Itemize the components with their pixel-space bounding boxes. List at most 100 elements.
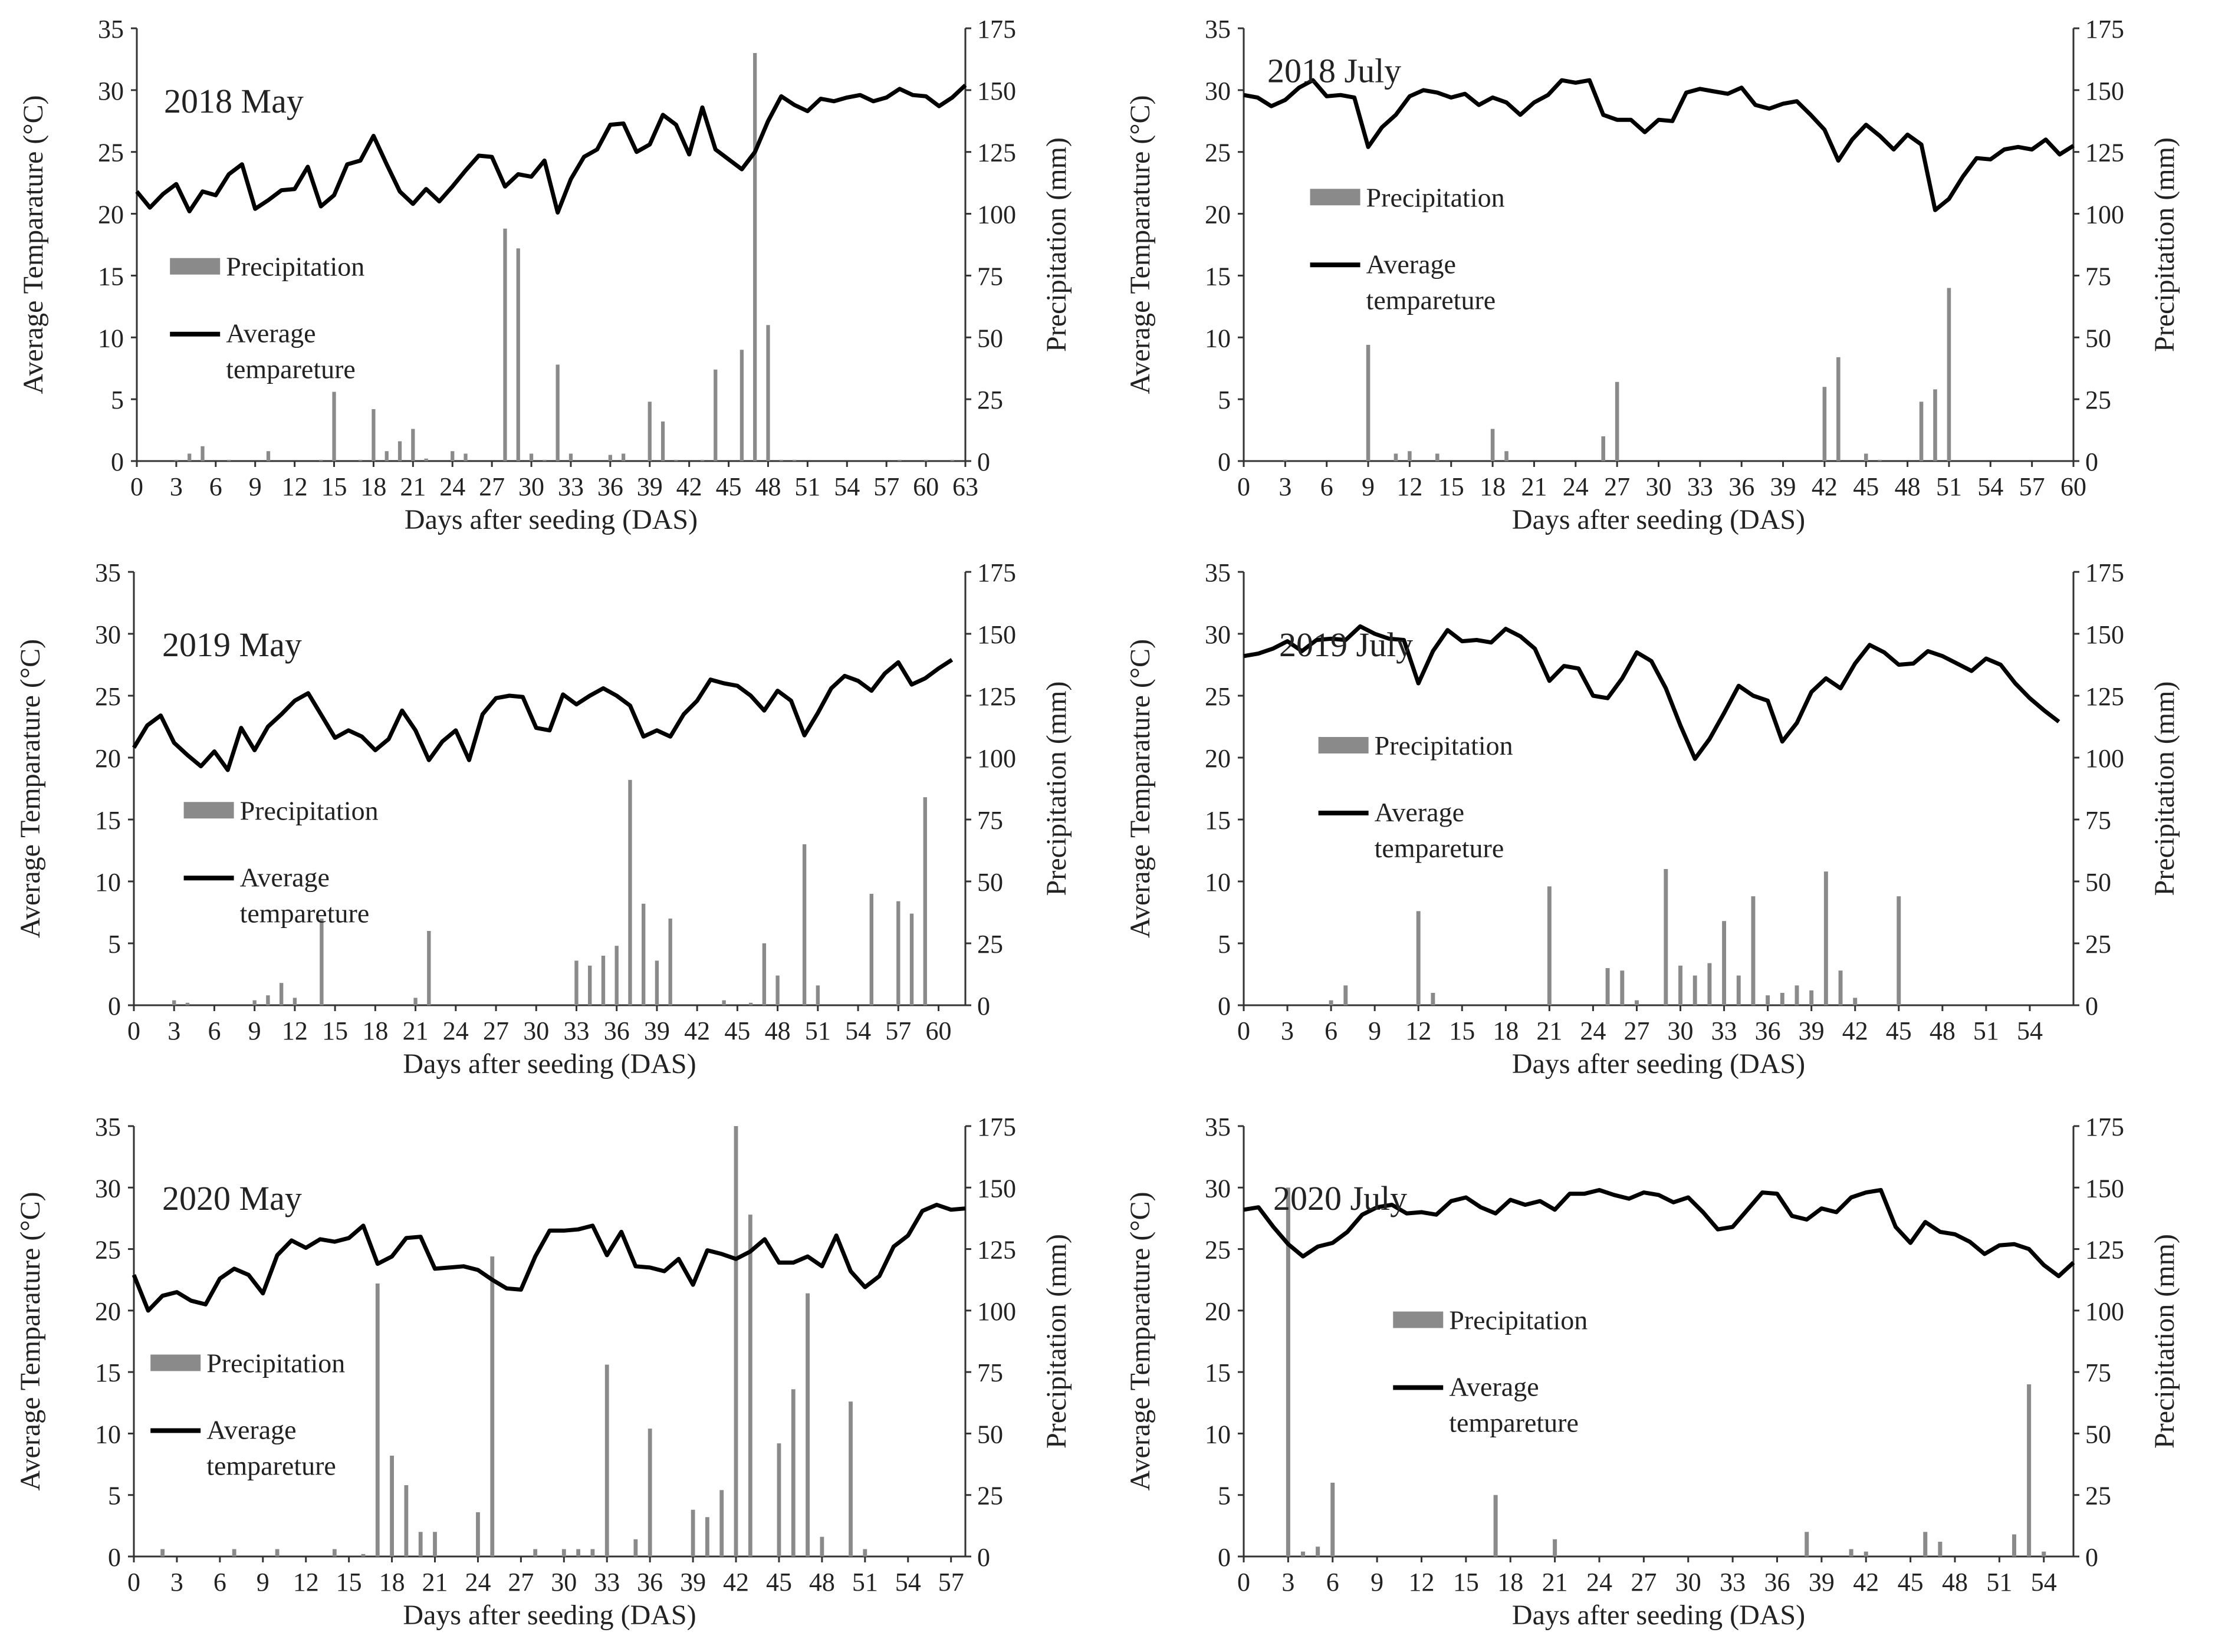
precipitation-bar	[174, 459, 179, 461]
x-tick-label: 57	[873, 472, 899, 501]
x-tick-label: 30	[1675, 1568, 1701, 1597]
x-axis-title: Days after seeding (DAS)	[1512, 1048, 1805, 1080]
precipitation-bar	[1393, 453, 1398, 461]
y-left-tick-label: 20	[1205, 744, 1231, 773]
legend-precipitation-label: Precipitation	[226, 252, 364, 282]
x-tick-label: 0	[1237, 1568, 1250, 1597]
x-tick-label: 21	[400, 472, 426, 501]
precipitation-bar	[332, 1549, 337, 1556]
x-tick-label: 48	[1895, 472, 1921, 501]
y-right-tick-label: 100	[2085, 200, 2124, 229]
x-tick-label: 36	[604, 1016, 630, 1045]
precipitation-bar	[390, 1455, 394, 1556]
y-left-tick-label: 30	[1205, 620, 1231, 649]
precipitation-bar	[1722, 921, 1727, 1005]
panel-title: 2020 May	[162, 1179, 302, 1217]
legend-precipitation-swatch	[183, 802, 234, 819]
x-tick-label: 60	[926, 1016, 952, 1045]
precipitation-bar	[1864, 1551, 1868, 1556]
y-left-tick-label: 15	[1205, 806, 1231, 835]
y-right-tick-label: 175	[977, 558, 1016, 587]
x-tick-label: 30	[523, 1016, 549, 1045]
y-right-tick-label: 125	[977, 682, 1016, 711]
x-axis-title: Days after seeding (DAS)	[403, 1600, 696, 1631]
precipitation-bar	[576, 1549, 581, 1556]
x-tick-label: 51	[1973, 1016, 1999, 1045]
precipitation-bar	[719, 1490, 724, 1556]
x-tick-label: 12	[293, 1568, 319, 1597]
y-right-tick-label: 125	[2085, 682, 2124, 711]
x-tick-label: 24	[439, 472, 465, 501]
x-tick-label: 39	[1770, 472, 1796, 501]
precipitation-bar	[1605, 968, 1610, 1005]
x-tick-label: 9	[257, 1568, 270, 1597]
legend-temperature-label: Average	[226, 318, 315, 348]
y-right-tick-label: 100	[2085, 1297, 2124, 1326]
precipitation-bar	[923, 459, 928, 461]
y-left-tick-label: 5	[1218, 930, 1231, 959]
x-tick-label: 30	[1668, 1016, 1694, 1045]
y-right-tick-label: 100	[2085, 744, 2124, 773]
legend-temperature-label: Average	[1449, 1372, 1539, 1402]
x-tick-label: 21	[1536, 1016, 1562, 1045]
y-left-tick-label: 25	[98, 139, 124, 167]
x-axis-title: Days after seeding (DAS)	[1512, 1600, 1805, 1631]
x-tick-label: 39	[680, 1568, 706, 1597]
legend-precipitation-swatch	[1310, 189, 1360, 206]
y-left-tick-label: 35	[1205, 558, 1231, 587]
precipitation-bar	[413, 998, 418, 1005]
y-left-tick-label: 15	[98, 262, 124, 291]
x-tick-label: 27	[1604, 472, 1630, 501]
y-left-tick-label: 30	[1205, 1174, 1231, 1203]
panel-title: 2018 May	[164, 82, 304, 120]
precipitation-bar	[266, 995, 270, 1005]
x-tick-label: 39	[637, 472, 663, 501]
y-left-tick-label: 15	[1205, 1358, 1231, 1387]
precipitation-bar	[561, 1549, 566, 1556]
precipitation-bar	[476, 1512, 480, 1556]
y-right-axis-title: Precipitation (mm)	[2149, 682, 2180, 896]
precipitation-bar	[762, 943, 767, 1005]
precipitation-bar	[950, 459, 954, 461]
precipitation-bar	[1947, 288, 1951, 461]
precipitation-bar	[898, 459, 902, 461]
x-tick-label: 15	[321, 472, 347, 501]
y-left-axis-title: Average Temparature (°C)	[18, 95, 49, 394]
x-tick-label: 3	[167, 1016, 180, 1045]
y-right-tick-label: 175	[2085, 558, 2124, 587]
precipitation-bar	[543, 459, 547, 461]
precipitation-bar	[201, 446, 205, 461]
precipitation-bar	[1836, 357, 1841, 461]
precipitation-bar	[1329, 1000, 1333, 1005]
legend-precipitation-swatch	[170, 258, 221, 275]
y-right-tick-label: 150	[977, 1174, 1016, 1203]
precipitation-bar	[424, 458, 428, 461]
y-left-tick-label: 10	[1205, 868, 1231, 897]
x-tick-label: 42	[723, 1568, 749, 1597]
precipitation-bar	[590, 1549, 595, 1556]
precipitation-bar	[1780, 993, 1784, 1005]
x-tick-label: 54	[2017, 1016, 2043, 1045]
y-left-tick-label: 35	[98, 15, 124, 44]
precipitation-bar	[533, 1549, 538, 1556]
precipitation-bar	[1766, 995, 1770, 1005]
y-left-tick-label: 20	[1205, 200, 1231, 229]
legend-temperature-label: tempareture	[240, 898, 370, 928]
precipitation-bar	[2042, 1551, 2046, 1556]
x-tick-label: 0	[1237, 472, 1250, 501]
precipitation-bar	[266, 451, 271, 461]
y-left-tick-label: 5	[108, 1482, 121, 1511]
precipitation-bar	[1553, 1539, 1557, 1556]
x-tick-label: 39	[1809, 1568, 1835, 1597]
x-tick-label: 6	[208, 1016, 221, 1045]
x-tick-label: 57	[885, 1016, 911, 1045]
y-right-tick-label: 25	[2085, 930, 2111, 959]
precipitation-bar	[275, 1549, 280, 1556]
precipitation-bar	[1823, 871, 1828, 1005]
precipitation-bar	[359, 459, 363, 461]
y-left-tick-label: 25	[95, 1236, 121, 1265]
y-right-tick-label: 100	[977, 200, 1016, 229]
x-tick-label: 45	[1886, 1016, 1912, 1045]
